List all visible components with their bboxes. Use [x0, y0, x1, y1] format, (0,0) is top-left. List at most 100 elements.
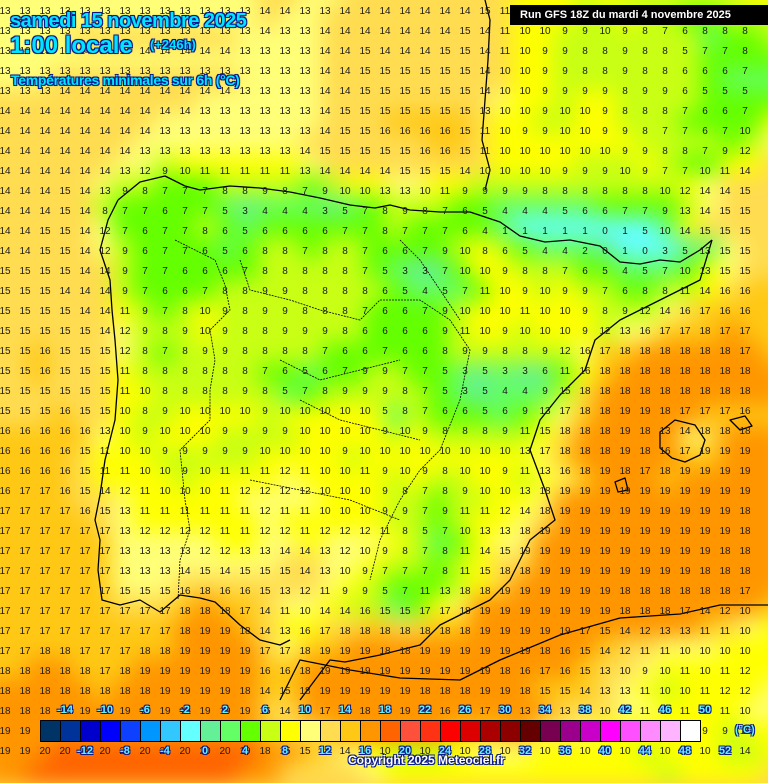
legend-swatch — [621, 721, 641, 741]
grid-value: 18 — [499, 666, 511, 677]
grid-value: 16 — [279, 666, 291, 677]
grid-value: 10 — [159, 466, 171, 477]
grid-value: 14 — [119, 126, 131, 137]
grid-value: 6 — [582, 266, 588, 277]
grid-value: 12 — [119, 346, 131, 357]
grid-value: 14 — [319, 86, 331, 97]
grid-value: 19 — [439, 646, 451, 657]
grid-value: 3 — [522, 366, 528, 377]
grid-value: 18 — [719, 346, 731, 357]
legend-tick-top: 34 — [538, 704, 552, 716]
grid-value: 10 — [659, 186, 671, 197]
grid-value: 8 — [242, 286, 248, 297]
grid-value: 18 — [299, 686, 311, 697]
grid-value: 17 — [239, 606, 251, 617]
grid-value: 19 — [239, 706, 251, 717]
grid-value: 15 — [0, 366, 11, 377]
grid-value: 8 — [722, 26, 728, 37]
grid-value: 18 — [159, 646, 171, 657]
mallorca — [659, 419, 706, 463]
grid-value: 10 — [139, 386, 151, 397]
grid-value: 10 — [519, 86, 531, 97]
grid-value: 17 — [19, 646, 31, 657]
grid-value: 13 — [159, 566, 171, 577]
legend-tick-top: 26 — [458, 704, 472, 716]
grid-value: 16 — [559, 666, 571, 677]
grid-value: 17 — [59, 526, 71, 537]
grid-value: 8 — [742, 26, 748, 37]
grid-value: 13 — [299, 86, 311, 97]
grid-value: 8 — [262, 266, 268, 277]
grid-value: 13 — [679, 206, 691, 217]
grid-value: 19 — [499, 586, 511, 597]
grid-value: 10 — [359, 186, 371, 197]
grid-value: 7 — [182, 186, 188, 197]
grid-value: 10 — [159, 486, 171, 497]
grid-value: 15 — [19, 306, 31, 317]
grid-value: 16 — [739, 306, 751, 317]
grid-value: 18 — [299, 646, 311, 657]
grid-value: 5 — [382, 406, 388, 417]
grid-value: 9 — [182, 326, 188, 337]
grid-value: 18 — [539, 486, 551, 497]
grid-value: 10 — [299, 606, 311, 617]
grid-value: 14 — [79, 106, 91, 117]
grid-value: 19 — [699, 446, 711, 457]
grid-value: 8 — [642, 26, 648, 37]
grid-value: 14 — [439, 6, 451, 17]
grid-value: 14 — [339, 86, 351, 97]
grid-value: 19 — [619, 506, 631, 517]
grid-value: 18 — [699, 426, 711, 437]
grid-value: 12 — [339, 526, 351, 537]
grid-value: 7 — [182, 226, 188, 237]
grid-value: 3 — [422, 266, 428, 277]
grid-value: 6 — [242, 246, 248, 257]
grid-value: 19 — [519, 606, 531, 617]
grid-value: 10 — [199, 426, 211, 437]
grid-value: 10 — [479, 466, 491, 477]
grid-value: 14 — [119, 146, 131, 157]
grid-value: 19 — [599, 486, 611, 497]
grid-value: 3 — [322, 206, 328, 217]
grid-value: 14 — [119, 46, 131, 57]
grid-value: 13 — [199, 146, 211, 157]
grid-value: 8 — [262, 246, 268, 257]
grid-value: 13 — [239, 146, 251, 157]
grid-value: 15 — [459, 66, 471, 77]
grid-value: 11 — [719, 746, 731, 757]
grid-value: 17 — [139, 626, 151, 637]
grid-value: 13 — [179, 6, 191, 17]
grid-value: 7 — [162, 306, 168, 317]
grid-value: 9 — [482, 346, 488, 357]
grid-value: 19 — [0, 726, 11, 737]
grid-value: 10 — [199, 466, 211, 477]
legend-swatch — [81, 721, 101, 741]
grid-value: 15 — [79, 466, 91, 477]
grid-value: 11 — [479, 146, 491, 157]
grid-value: 10 — [459, 526, 471, 537]
grid-value: 15 — [99, 346, 111, 357]
grid-value: 11 — [719, 166, 731, 177]
grid-value: 17 — [679, 326, 691, 337]
grid-value: 10 — [659, 226, 671, 237]
grid-value: 11 — [139, 506, 151, 517]
grid-value: 6 — [582, 206, 588, 217]
grid-value: 19 — [719, 446, 731, 457]
grid-value: 10 — [119, 446, 131, 457]
grid-value: 14 — [219, 86, 231, 97]
grid-value: 19 — [519, 646, 531, 657]
grid-value: 8 — [222, 366, 228, 377]
legend-tick-top: -10 — [97, 704, 113, 716]
legend-swatch — [661, 721, 681, 741]
grid-value: 15 — [499, 546, 511, 557]
grid-value: 15 — [59, 326, 71, 337]
grid-value: 14 — [279, 706, 291, 717]
grid-value: 15 — [379, 106, 391, 117]
grid-value: 9 — [382, 466, 388, 477]
grid-value: 17 — [39, 606, 51, 617]
grid-value: 13 — [279, 86, 291, 97]
grid-value: 10 — [579, 106, 591, 117]
grid-value: 14 — [679, 426, 691, 437]
grid-value: 13 — [299, 126, 311, 137]
grid-value: 9 — [622, 126, 628, 137]
